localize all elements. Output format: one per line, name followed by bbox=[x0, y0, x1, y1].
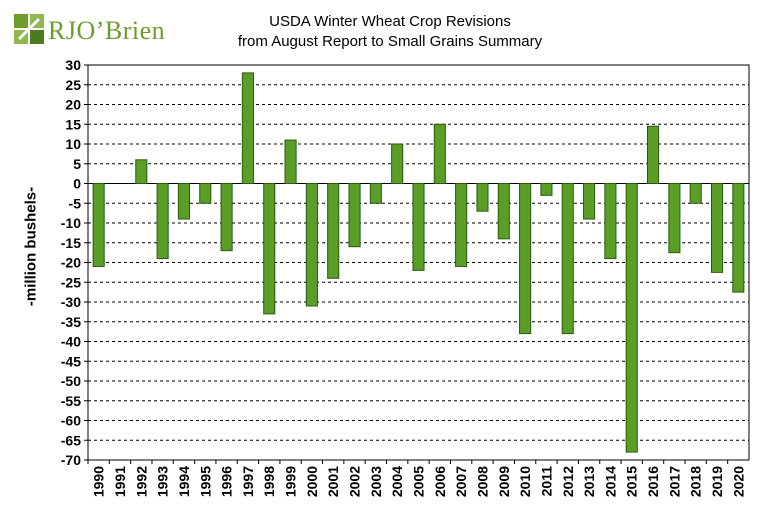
y-tick-label: 20 bbox=[65, 97, 81, 113]
bar-2017 bbox=[668, 183, 681, 254]
bar-2007 bbox=[455, 183, 468, 267]
bar-1994 bbox=[177, 183, 190, 220]
y-tick-label: -15 bbox=[61, 235, 81, 251]
y-tick-label: 25 bbox=[65, 77, 81, 93]
y-tick-label: 5 bbox=[73, 156, 81, 172]
logo-text: RJO’Brien bbox=[48, 16, 166, 45]
bar-2003 bbox=[369, 183, 382, 204]
y-tick-label: -20 bbox=[61, 255, 81, 271]
y-tick-label: -10 bbox=[61, 215, 81, 231]
y-tick-label: -50 bbox=[61, 373, 81, 389]
bar-2009 bbox=[497, 183, 510, 240]
bar-2012 bbox=[561, 183, 574, 335]
x-tick-label-2003: 2003 bbox=[368, 466, 384, 497]
x-tick-label-2019: 2019 bbox=[709, 466, 725, 497]
x-tick-label-2013: 2013 bbox=[581, 466, 597, 497]
x-tick-label-1999: 1999 bbox=[283, 466, 299, 497]
y-tick-label: -30 bbox=[61, 294, 81, 310]
bar-2005 bbox=[412, 183, 425, 271]
gridlines bbox=[88, 84, 749, 441]
bar-1998 bbox=[263, 183, 276, 315]
y-tick-label: -5 bbox=[69, 195, 82, 211]
chart-subtitle: from August Report to Small Grains Summa… bbox=[237, 33, 543, 50]
x-tick-label-2007: 2007 bbox=[453, 466, 469, 497]
bar-2004 bbox=[391, 143, 404, 184]
y-tick-label: -40 bbox=[61, 334, 81, 350]
x-tick-label-2015: 2015 bbox=[624, 466, 640, 497]
plot-frame bbox=[87, 64, 750, 461]
logo-accent bbox=[17, 17, 41, 41]
bar-2016 bbox=[647, 125, 660, 184]
x-tick-label-2002: 2002 bbox=[347, 466, 363, 497]
bar-2006 bbox=[433, 123, 446, 184]
x-tick-label-2001: 2001 bbox=[325, 466, 341, 497]
bar-2002 bbox=[348, 183, 361, 248]
x-tick-label-1997: 1997 bbox=[240, 466, 256, 497]
y-tick-label: 0 bbox=[73, 176, 81, 192]
bars bbox=[92, 72, 745, 453]
x-tick-label-2016: 2016 bbox=[645, 466, 661, 497]
logo-square-1 bbox=[14, 14, 28, 28]
x-tick-label-1992: 1992 bbox=[133, 466, 149, 497]
bar-2011 bbox=[540, 183, 553, 196]
bar-1992 bbox=[135, 159, 148, 185]
bar-1999 bbox=[284, 139, 297, 185]
bar-2001 bbox=[327, 183, 340, 279]
y-tick-label: 15 bbox=[65, 116, 81, 132]
x-tick-label-1994: 1994 bbox=[176, 466, 192, 497]
bar-2000 bbox=[305, 183, 318, 307]
logo-square-4 bbox=[30, 30, 44, 44]
logo-mark-icon bbox=[14, 14, 44, 44]
bar-2015 bbox=[625, 183, 638, 453]
x-tick-label-2017: 2017 bbox=[666, 466, 682, 497]
y-tick-label: -60 bbox=[61, 413, 81, 429]
x-tick-label-2014: 2014 bbox=[602, 466, 618, 497]
bar-2018 bbox=[689, 183, 702, 204]
rjobrien-logo: RJO’Brien bbox=[14, 14, 174, 48]
x-tick-labels: 1990 1991 1992 1993 1994 1995 1996 1997 1998 1999… bbox=[87, 460, 746, 497]
x-tick-label-2012: 2012 bbox=[560, 466, 576, 497]
bar-2020 bbox=[732, 183, 745, 293]
y-tick-label: -65 bbox=[61, 432, 81, 448]
y-tick-label: -25 bbox=[61, 274, 81, 290]
y-tick-labels: 30 25 20 15 10 5 0 -5 -10 -15 -20 -25 -30 -35 -40 -45 -5… bbox=[61, 57, 88, 468]
x-tick-label-2010: 2010 bbox=[517, 466, 533, 497]
y-tick-label: -55 bbox=[61, 393, 81, 409]
x-tick-label-2004: 2004 bbox=[389, 466, 405, 497]
x-tick-label-2020: 2020 bbox=[730, 466, 746, 497]
bar-1990 bbox=[92, 183, 105, 267]
x-tick-label-2005: 2005 bbox=[411, 466, 427, 497]
y-tick-label: 30 bbox=[65, 57, 81, 73]
bar-1997 bbox=[241, 72, 254, 184]
x-tick-label-2006: 2006 bbox=[432, 466, 448, 497]
x-tick-label-2009: 2009 bbox=[496, 466, 512, 497]
chart-title: USDA Winter Wheat Crop Revisions bbox=[269, 13, 511, 30]
bar-2013 bbox=[583, 183, 596, 220]
chart-title-block: USDA Winter Wheat Crop Revisions from Au… bbox=[180, 12, 600, 52]
x-tick-label-1998: 1998 bbox=[261, 466, 277, 497]
bar-1993 bbox=[156, 183, 169, 260]
x-tick-label-1990: 1990 bbox=[91, 466, 107, 497]
y-tick-label: -70 bbox=[61, 452, 81, 468]
bar-2010 bbox=[519, 183, 532, 335]
x-tick-label-2008: 2008 bbox=[474, 466, 490, 497]
x-tick-label-1995: 1995 bbox=[197, 466, 213, 497]
x-tick-label-2018: 2018 bbox=[688, 466, 704, 497]
bar-2019 bbox=[710, 183, 724, 273]
x-tick-label-1993: 1993 bbox=[155, 466, 171, 497]
bar-2008 bbox=[476, 183, 489, 212]
x-tick-label-1996: 1996 bbox=[219, 466, 235, 497]
x-tick-label-2011: 2011 bbox=[538, 466, 554, 497]
y-tick-label: -45 bbox=[61, 353, 81, 369]
bar-2014 bbox=[604, 183, 617, 260]
x-tick-label-2000: 2000 bbox=[304, 466, 320, 497]
x-tick-label-1991: 1991 bbox=[112, 466, 128, 497]
y-tick-label: -35 bbox=[61, 314, 81, 330]
y-tick-label: 10 bbox=[65, 136, 81, 152]
bar-1996 bbox=[220, 183, 233, 252]
bar-1995 bbox=[199, 183, 212, 204]
